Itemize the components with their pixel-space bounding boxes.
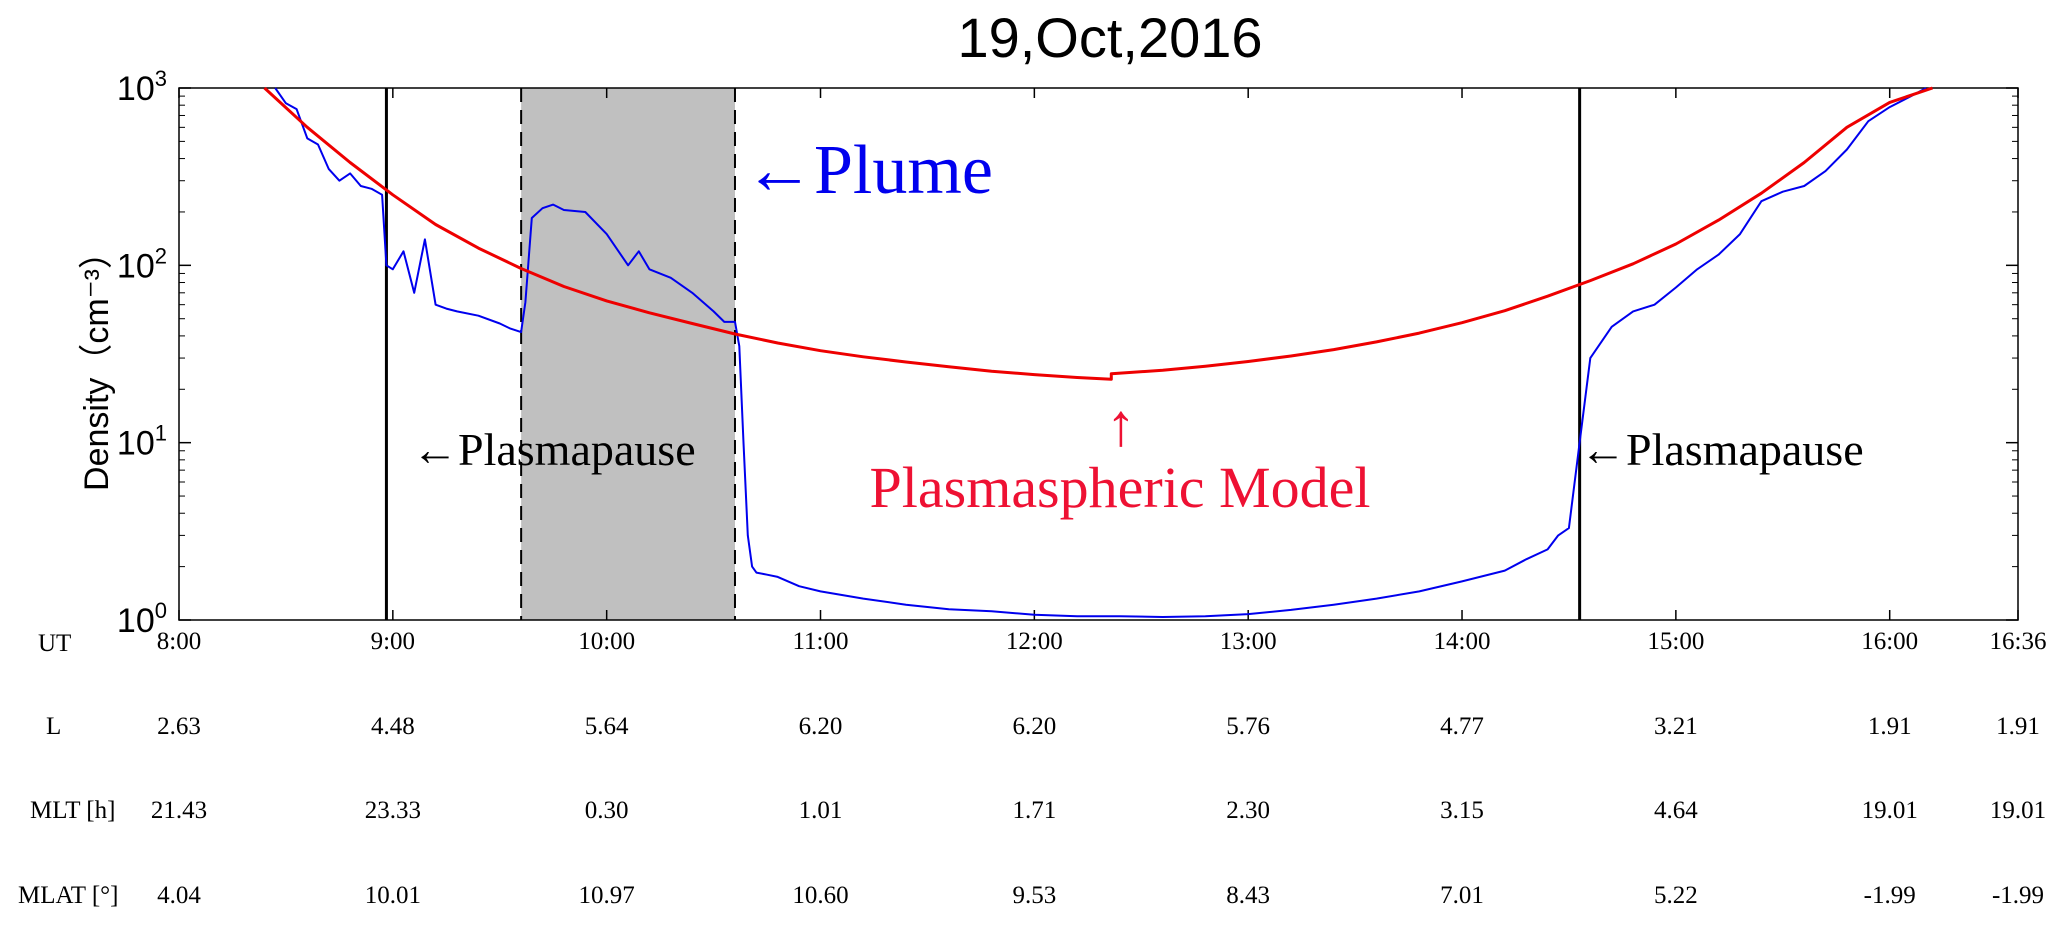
x-ticks: 8:00 9:00 10:00 11:00 12:00 13:00 14:00 15:00 16… [157,88,2047,655]
table-cell-l: 1.91 [1996,713,2040,740]
table-cell-mlt: 3.15 [1440,797,1484,824]
table-cell-mlat: 4.04 [157,882,201,909]
table-cell-mlt: 1.01 [799,797,843,824]
measured-series-line [274,87,1927,618]
grid-frame [178,87,2019,621]
x-tick-label: 14:00 [1434,628,1491,655]
table-cell-l: 6.20 [799,713,843,740]
table-cell-l: 4.77 [1440,713,1484,740]
table-cell-l: 4.48 [371,713,415,740]
table-cell-mlt: 4.64 [1654,797,1698,824]
x-tick-label: 10:00 [578,628,635,655]
y-tick-label: 100 [117,598,167,640]
table-cell-l: 1.91 [1868,713,1912,740]
model-series-line [263,86,1933,381]
row-label-mlat: MLAT [°] [18,882,119,909]
table-cell-mlat: 5.22 [1654,882,1698,909]
row-label-mlt: MLT [h] [30,797,115,824]
y-tick-label: 103 [117,66,167,108]
y-tick-label: 102 [117,243,167,285]
table-cell-mlat: 8.43 [1226,882,1270,909]
table-cell-mlat: 7.01 [1440,882,1484,909]
table-cell-l: 2.63 [157,713,201,740]
x-tick-label: 11:00 [792,628,848,655]
table-cell-l: 6.20 [1012,713,1056,740]
table-cell-mlat: -1.99 [1992,882,2044,909]
x-tick-label: 16:00 [1861,628,1918,655]
x-tick-label: 15:00 [1647,628,1704,655]
x-tick-label: 16:36 [1990,628,2047,655]
table-cell-mlat: 9.53 [1012,882,1056,909]
table-cell-mlt: 2.30 [1226,797,1270,824]
y-axis-label: Density（cm⁻³） [78,235,116,491]
plume-annotation: ←Plume [744,132,993,209]
row-label-l: L [46,713,61,740]
plasmapause-lines [384,88,1582,620]
ephemeris-table: UT L MLT [h] MLAT [°] 2.63 4.48 5.64 6.20 6.… [18,630,2046,909]
table-cell-l: 3.21 [1654,713,1698,740]
series-lines [263,86,1933,618]
chart-title: 19,Oct,2016 [957,6,1262,69]
plume-shade [521,88,735,620]
table-cell-mlt: 19.01 [1862,797,1918,824]
table-cell-mlt: 19.01 [1990,797,2046,824]
plot-frame [178,87,2019,621]
table-cell-mlat: 10.97 [579,882,635,909]
x-tick-label: 12:00 [1006,628,1063,655]
y-tick-label: 101 [117,421,167,463]
x-tick-label: 9:00 [371,628,415,655]
plasmapause-annotation-left: ←Plasmapause [412,424,696,475]
x-tick-label: 8:00 [157,628,201,655]
y-ticks: 100 101 102 103 [117,66,2018,640]
model-arrow: ↑ [1106,392,1136,458]
x-tick-label: 13:00 [1220,628,1277,655]
table-cell-mlat: 10.01 [365,882,421,909]
plume-region [520,88,736,620]
table-cell-mlt: 21.43 [151,797,207,824]
table-cell-l: 5.76 [1226,713,1270,740]
plasmapause-annotation-right: ←Plasmapause [1580,424,1864,475]
model-annotation: Plasmaspheric Model [870,455,1371,520]
table-cell-l: 5.64 [585,713,629,740]
table-cell-mlt: 0.30 [585,797,629,824]
table-cell-mlt: 23.33 [365,797,421,824]
row-label-ut: UT [38,630,71,657]
table-cell-mlt: 1.71 [1012,797,1056,824]
table-cell-mlat: -1.99 [1864,882,1916,909]
table-cell-mlat: 10.60 [792,882,848,909]
